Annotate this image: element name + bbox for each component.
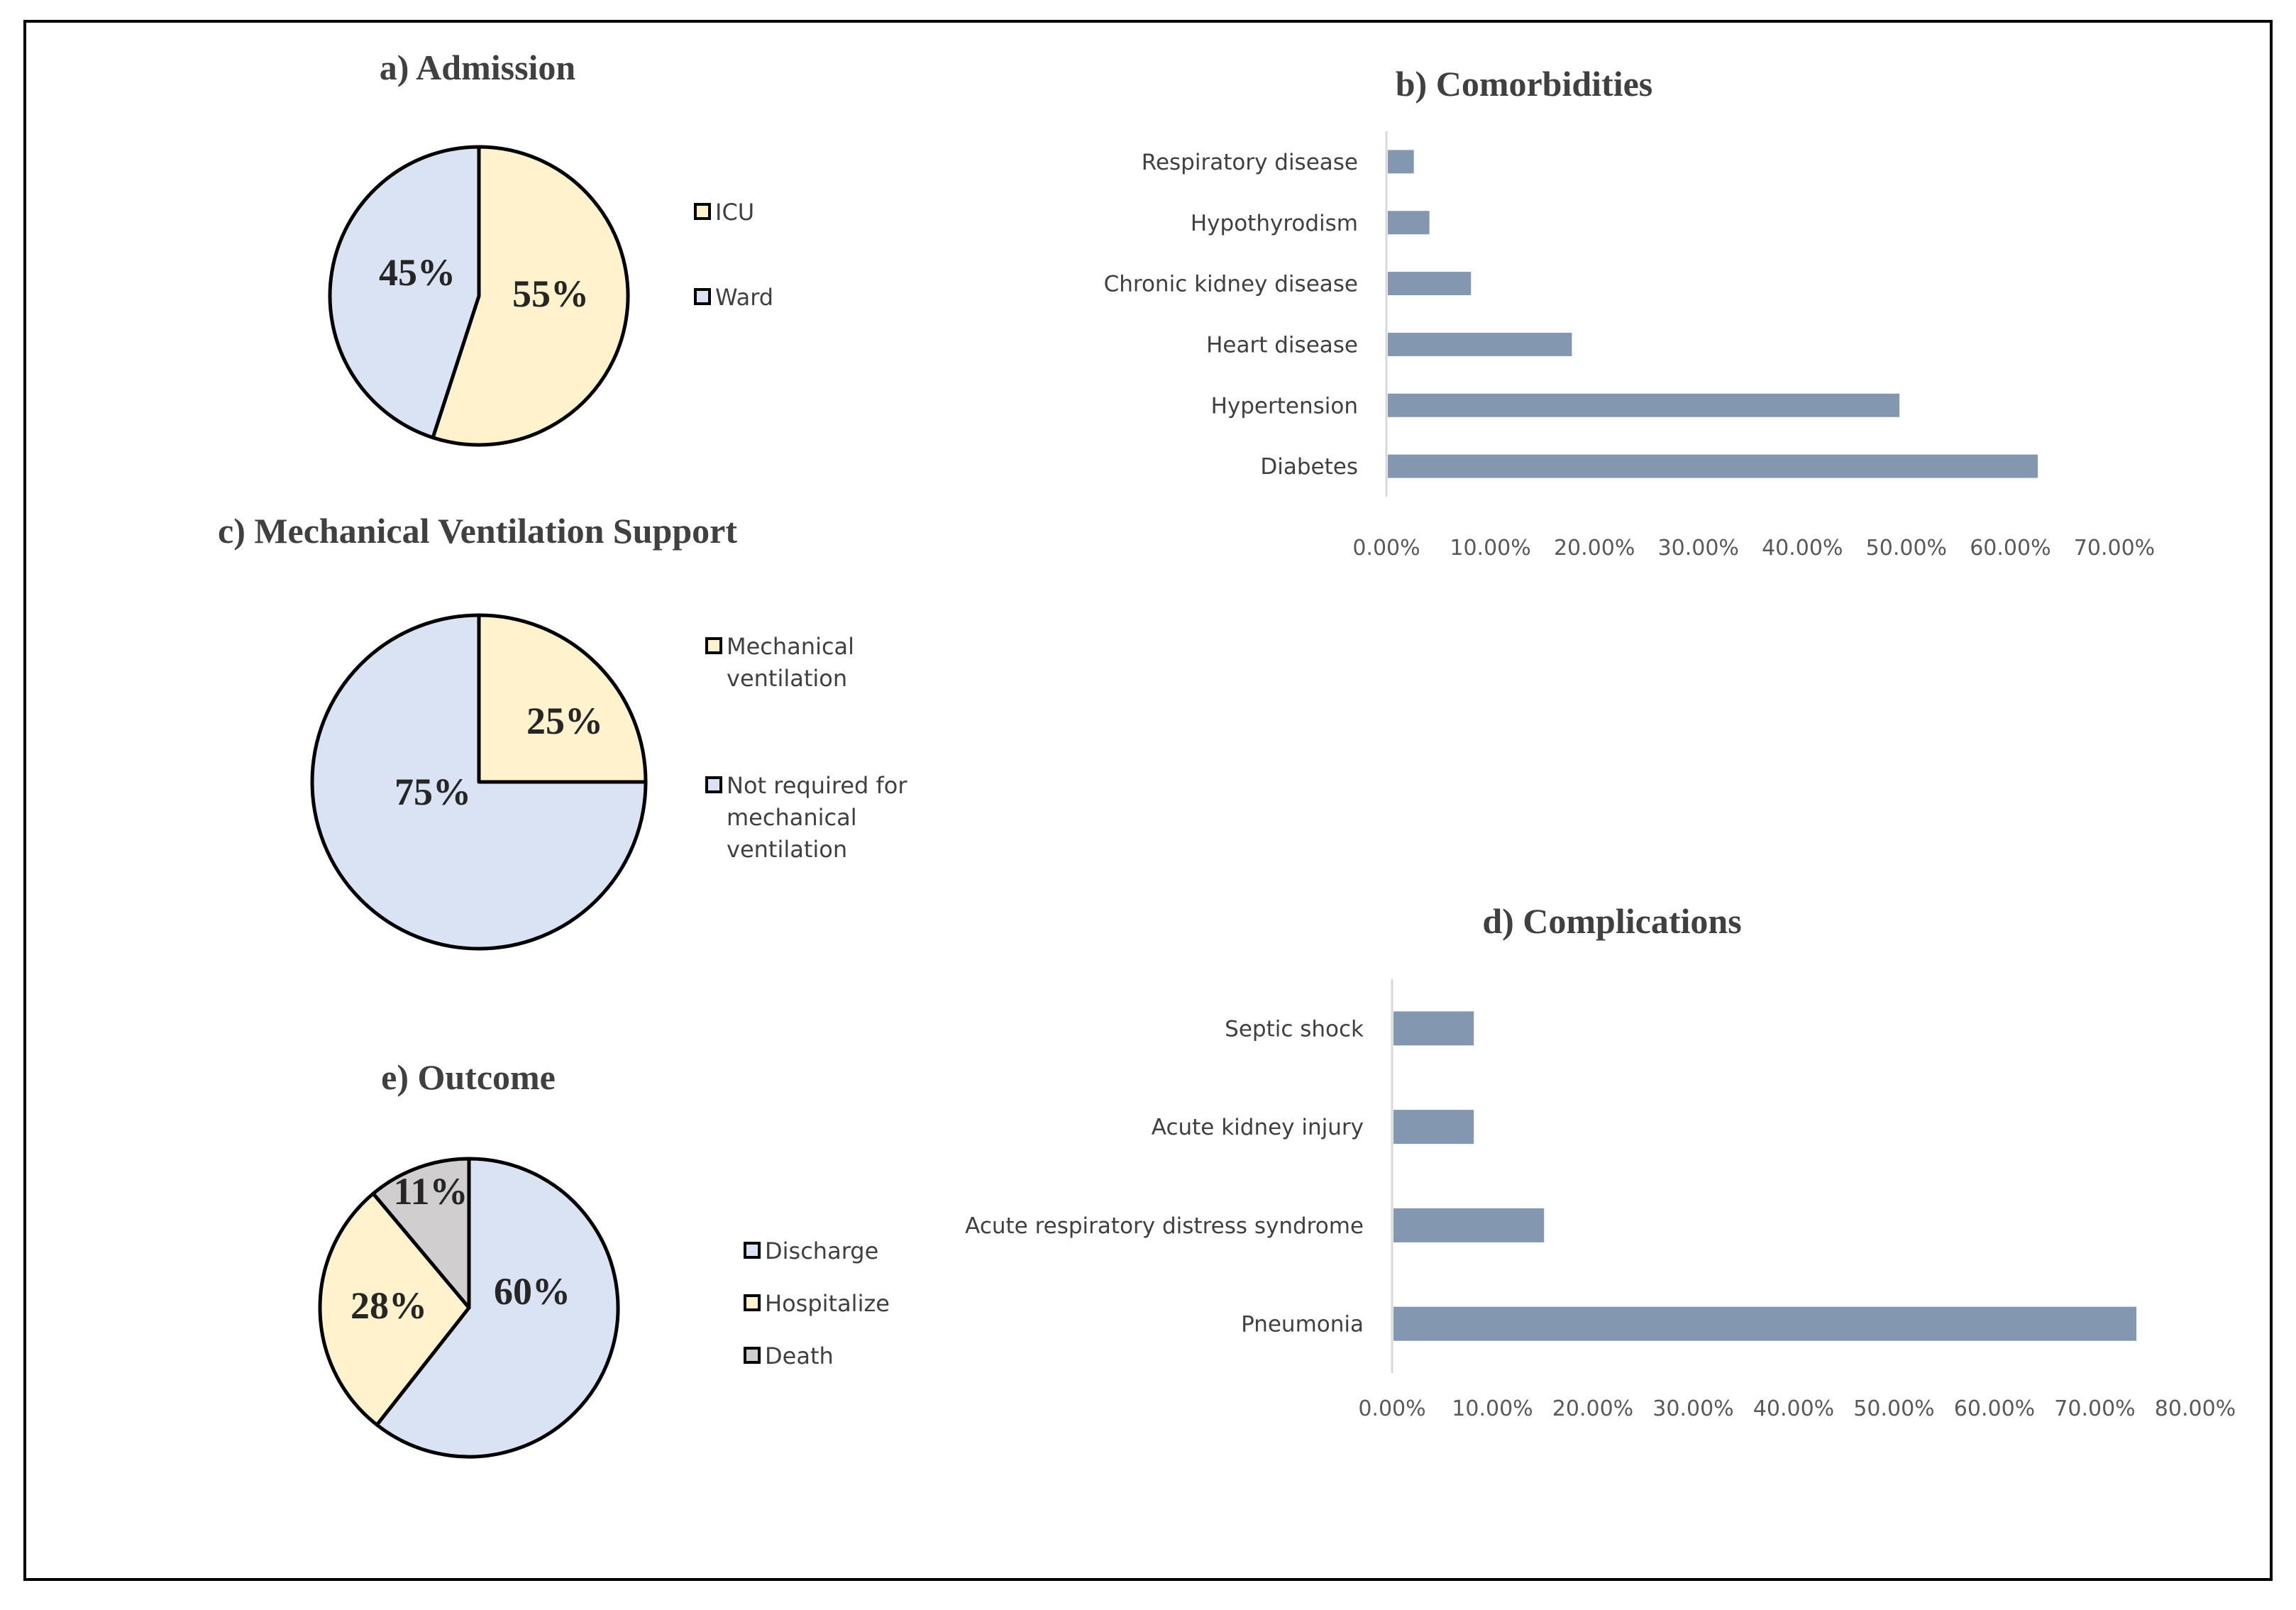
complications-category-label: Pneumonia (1241, 1312, 1364, 1338)
ventilation-slice-label: 75% (394, 771, 471, 813)
comorbidities-bar-chronic-kidney-disease (1388, 272, 1472, 296)
admission-title: a) Admission (380, 48, 576, 87)
ventilation-legend-label: Not required for mechanical ventilation (727, 772, 907, 863)
complications-category-label: Septic shock (1225, 1016, 1364, 1042)
comorbidities-category-label: Diabetes (1260, 454, 1358, 480)
complications-category-label: Acute respiratory distress syndrome (965, 1213, 1364, 1239)
admission-legend-line: ICU (715, 199, 754, 226)
ventilation-slice-mechanical-ventilation (477, 613, 648, 784)
outcome-slice-death (371, 1157, 471, 1310)
outcome-legend-label: Discharge (765, 1237, 878, 1264)
complications-tick-label: 60.00% (1954, 1396, 2035, 1421)
ventilation-title: c) Mechanical Ventilation Support (218, 511, 737, 551)
comorbidities-tick-label: 10.00% (1450, 536, 1530, 561)
outcome-slice-label: 11% (393, 1170, 468, 1213)
ventilation-legend-line: Mechanical (727, 633, 854, 660)
ventilation-pie-chart: c) Mechanical Ventilation Support 25% 75% M… (218, 511, 907, 951)
comorbidities-tick-label: 40.00% (1762, 536, 1843, 561)
comorbidities-tick-label: 0.00% (1352, 536, 1420, 561)
outcome-legend-line: Discharge (765, 1237, 878, 1264)
complications-bar-pneumonia (1393, 1306, 2137, 1341)
comorbidities-category-label: Heart disease (1206, 332, 1358, 358)
complications-category-label: Acute kidney injury (1152, 1115, 1364, 1140)
outcome-legend-swatch (744, 1242, 761, 1259)
ventilation-legend-line: Not required for (727, 772, 907, 799)
ventilation-legend-line: ventilation (727, 665, 847, 692)
comorbidities-tick-label: 60.00% (1970, 536, 2051, 561)
admission-slice-ward (328, 145, 481, 440)
admission-pie-chart: a) Admission 55% 45% ICU Ward (328, 48, 773, 447)
comorbidities-bar-respiratory-disease (1388, 150, 1414, 174)
outcome-slice-label: 28% (351, 1284, 427, 1327)
admission-legend-swatch (694, 203, 711, 220)
outcome-title: e) Outcome (381, 1057, 556, 1097)
admission-slice-label: 45% (379, 251, 456, 294)
comorbidities-tick-label: 70.00% (2074, 536, 2155, 561)
admission-legend-line: Ward (715, 284, 773, 311)
admission-legend-swatch (694, 288, 711, 305)
ventilation-legend-line: ventilation (727, 836, 847, 863)
outcome-legend-line: Death (765, 1342, 834, 1369)
comorbidities-category-label: Hypothyrodism (1191, 211, 1358, 236)
complications-bar-septic-shock (1393, 1011, 1474, 1046)
complications-tick-label: 10.00% (1452, 1396, 1533, 1421)
comorbidities-bar-hypothyrodism (1388, 211, 1430, 235)
outcome-slice-label: 60% (494, 1270, 570, 1313)
complications-tick-label: 40.00% (1753, 1396, 1834, 1421)
comorbidities-tick-label: 30.00% (1658, 536, 1739, 561)
comorbidities-bar-diabetes (1388, 454, 2038, 478)
complications-tick-label: 20.00% (1552, 1396, 1633, 1421)
admission-legend-label: Ward (715, 284, 773, 311)
comorbidities-bar-heart-disease (1388, 332, 1572, 356)
comorbidities-title: b) Comorbidities (1396, 64, 1653, 104)
outcome-legend-line: Hospitalize (765, 1290, 890, 1317)
outcome-pie-chart: e) Outcome 60% 28% 11% Discharge Hospitalize D… (318, 1057, 890, 1459)
ventilation-slice-not-required-for-mechanical-ventilation (310, 613, 648, 951)
comorbidities-category-label: Respiratory disease (1142, 150, 1358, 175)
outcome-legend-swatch (744, 1294, 761, 1311)
complications-tick-label: 70.00% (2054, 1396, 2135, 1421)
outcome-legend-label: Hospitalize (765, 1290, 890, 1317)
comorbidities-category-label: Hypertension (1211, 393, 1358, 419)
comorbidities-bar-chart: b) Comorbidities Respiratory disease Hypot… (1104, 64, 2156, 561)
admission-slice-label: 55% (512, 272, 589, 315)
ventilation-legend-line: mechanical (727, 804, 857, 831)
complications-tick-label: 80.00% (2155, 1396, 2236, 1421)
comorbidities-category-label: Chronic kidney disease (1104, 272, 1358, 297)
outcome-slice-hospitalize (318, 1191, 471, 1427)
admission-slice-icu (431, 145, 630, 447)
admission-legend-label: ICU (715, 199, 754, 226)
ventilation-slice-label: 25% (526, 700, 603, 742)
complications-tick-label: 0.00% (1358, 1396, 1425, 1421)
complications-tick-label: 30.00% (1652, 1396, 1733, 1421)
comorbidities-tick-label: 50.00% (1866, 536, 1947, 561)
complications-tick-label: 50.00% (1853, 1396, 1934, 1421)
ventilation-legend-swatch (705, 776, 722, 793)
outcome-slice-discharge (375, 1157, 620, 1459)
complications-title: d) Complications (1482, 901, 1741, 941)
outcome-legend-label: Death (765, 1342, 834, 1369)
comorbidities-bar-hypertension (1388, 393, 1900, 417)
complications-bar-chart: d) Complications Septic shock Acute kidney… (965, 901, 2236, 1421)
outcome-legend-swatch (744, 1347, 761, 1364)
ventilation-legend-label: Mechanical ventilation (727, 633, 854, 692)
comorbidities-tick-label: 20.00% (1554, 536, 1635, 561)
complications-bar-acute-respiratory-distress-syndrome (1393, 1208, 1545, 1242)
ventilation-legend-swatch (705, 637, 722, 654)
complications-bar-acute-kidney-injury (1393, 1110, 1474, 1145)
